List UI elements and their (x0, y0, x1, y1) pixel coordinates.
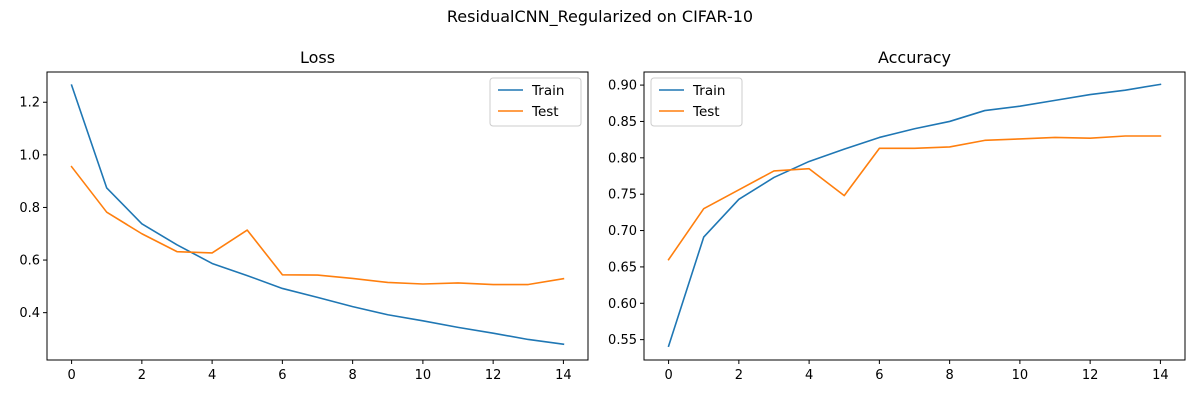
accuracy-train-line (667, 83, 1162, 348)
loss-lines (70, 84, 565, 346)
accuracy-x-tick-label: 4 (805, 368, 813, 383)
loss-plot-frame (46, 71, 589, 361)
accuracy-y-tick-label: 0.80 (608, 151, 637, 166)
accuracy-y-tick-label: 0.70 (608, 224, 637, 239)
accuracy-y-tick-label: 0.55 (608, 333, 637, 348)
loss-x-tick-label: 4 (208, 368, 216, 383)
accuracy-panel: Accuracy 0 2 4 6 8 10 12 14 0.55 0.60 0.65 0.70 0.75… (608, 48, 1186, 383)
accuracy-lines (667, 83, 1162, 348)
loss-legend-label-train: Train (531, 83, 564, 99)
loss-x-tick-label: 8 (348, 368, 356, 383)
loss-test-line (70, 165, 565, 286)
accuracy-x-tick-label: 8 (945, 368, 953, 383)
loss-y-tick-label: 1.0 (19, 148, 40, 163)
loss-x-tick-label: 10 (415, 368, 432, 383)
loss-x-tick-label: 12 (485, 368, 502, 383)
loss-panel-title: Loss (300, 48, 335, 67)
accuracy-y-tick-label: 0.65 (608, 260, 637, 275)
accuracy-x-tick-label: 14 (1152, 368, 1169, 383)
accuracy-legend: Train Test (650, 77, 743, 127)
accuracy-y-tick-label: 0.75 (608, 188, 637, 203)
accuracy-legend-label-train: Train (692, 83, 725, 99)
accuracy-y-tick-label: 0.90 (608, 79, 637, 94)
accuracy-y-tick-label: 0.85 (608, 115, 637, 130)
loss-panel: Loss 0 2 4 6 8 10 12 14 0.4 0.6 0.8 1.0 1.2 Train Tes… (19, 48, 589, 383)
loss-legend-label-test: Test (531, 104, 559, 120)
loss-ticks: 0 2 4 6 8 10 12 14 0.4 0.6 0.8 1.0 1.2 (19, 96, 571, 383)
loss-x-tick-label: 14 (555, 368, 572, 383)
loss-y-tick-label: 1.2 (19, 96, 40, 111)
loss-y-tick-label: 0.4 (19, 306, 40, 321)
loss-x-tick-label: 6 (278, 368, 286, 383)
loss-y-tick-label: 0.8 (19, 201, 40, 216)
accuracy-x-tick-label: 6 (875, 368, 883, 383)
loss-legend: Train Test (489, 77, 582, 127)
accuracy-legend-label-test: Test (692, 104, 720, 120)
accuracy-plot-frame (643, 71, 1186, 361)
loss-y-tick-label: 0.6 (19, 254, 40, 269)
loss-x-tick-label: 0 (67, 368, 75, 383)
accuracy-x-tick-label: 0 (664, 368, 672, 383)
accuracy-test-line (667, 135, 1162, 261)
accuracy-ticks: 0 2 4 6 8 10 12 14 0.55 0.60 0.65 0.70 0.75 0.80 0.85 0… (608, 79, 1169, 383)
accuracy-x-tick-label: 2 (735, 368, 743, 383)
loss-x-tick-label: 2 (138, 368, 146, 383)
accuracy-panel-title: Accuracy (878, 48, 951, 67)
figure-title: ResidualCNN_Regularized on CIFAR-10 (447, 7, 753, 27)
accuracy-x-tick-label: 10 (1012, 368, 1029, 383)
loss-train-line (70, 84, 565, 346)
accuracy-y-tick-label: 0.60 (608, 297, 637, 312)
accuracy-x-tick-label: 12 (1082, 368, 1099, 383)
